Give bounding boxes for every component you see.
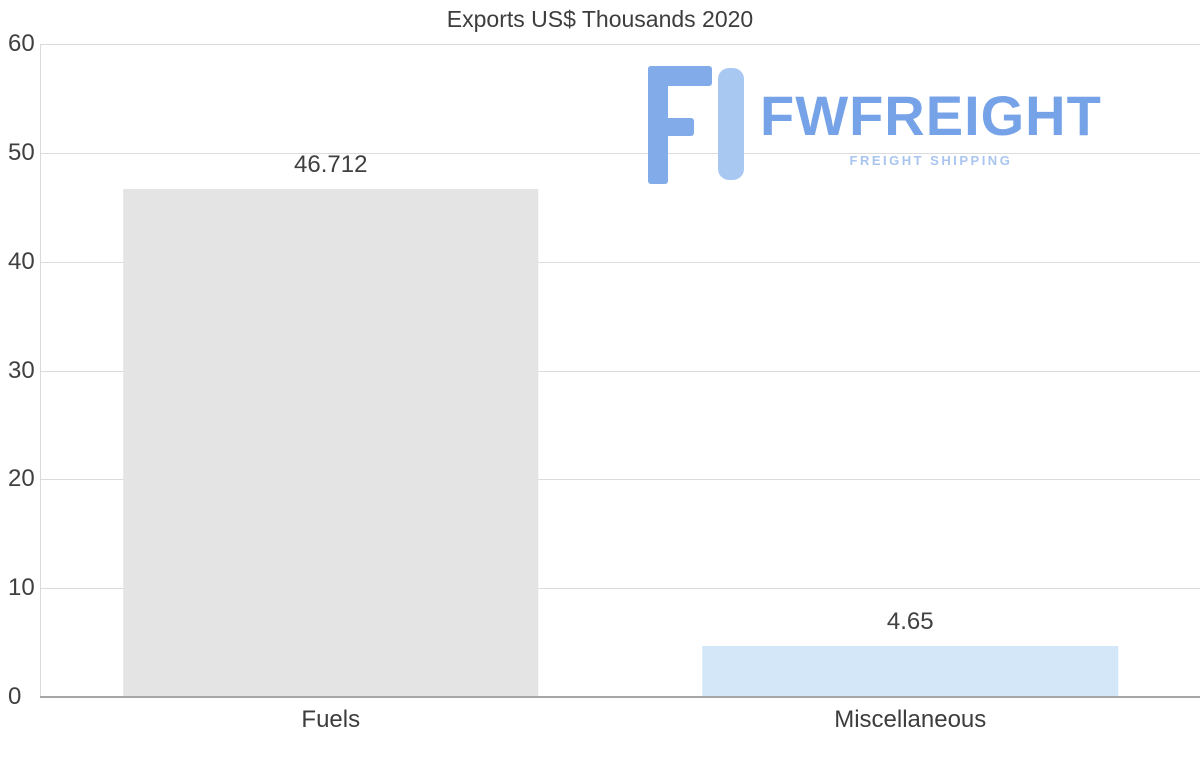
fwfreight-logo-icon	[648, 66, 744, 184]
gridline	[41, 479, 1200, 481]
gridline	[41, 44, 1200, 45]
y-tick-label: 40	[8, 247, 35, 275]
plot-area: 46.712 Fuels 4.65 Miscellaneous	[40, 44, 1200, 733]
bar-group-miscellaneous: 4.65 Miscellaneous	[621, 44, 1200, 733]
y-axis: 0 10 20 30 40 50 60	[0, 30, 36, 710]
y-tick-label: 30	[8, 356, 35, 384]
chart-title: Exports US$ Thousands 2020	[446, 6, 754, 32]
gridline	[41, 152, 1200, 154]
bar-group-fuels: 46.712 Fuels	[41, 44, 621, 733]
x-category-label: Miscellaneous	[834, 706, 987, 733]
y-tick-label: 50	[8, 138, 35, 166]
gridline	[41, 588, 1200, 590]
logo-text: FWFREIGHT FREIGHT SHIPPING	[760, 88, 1102, 184]
bar-value-label: 46.712	[294, 150, 368, 178]
y-tick-label: 0	[8, 683, 22, 710]
watermark-logo: FWFREIGHT FREIGHT SHIPPING	[648, 66, 1102, 184]
x-axis-line	[40, 696, 1200, 698]
logo-name: FWFREIGHT	[760, 84, 1102, 147]
bar-miscellaneous	[702, 646, 1118, 697]
bar-value-label: 4.65	[886, 608, 934, 636]
bar-fuels	[123, 188, 539, 697]
bars-container: 46.712 Fuels 4.65 Miscellaneous	[41, 44, 1200, 733]
y-tick-label: 10	[8, 574, 35, 602]
y-tick-label: 60	[8, 30, 35, 57]
y-tick-label: 20	[8, 465, 35, 493]
gridline	[41, 261, 1200, 263]
x-category-label: Fuels	[301, 706, 361, 733]
logo-tagline: FREIGHT SHIPPING	[849, 153, 1013, 168]
gridline	[41, 370, 1200, 372]
